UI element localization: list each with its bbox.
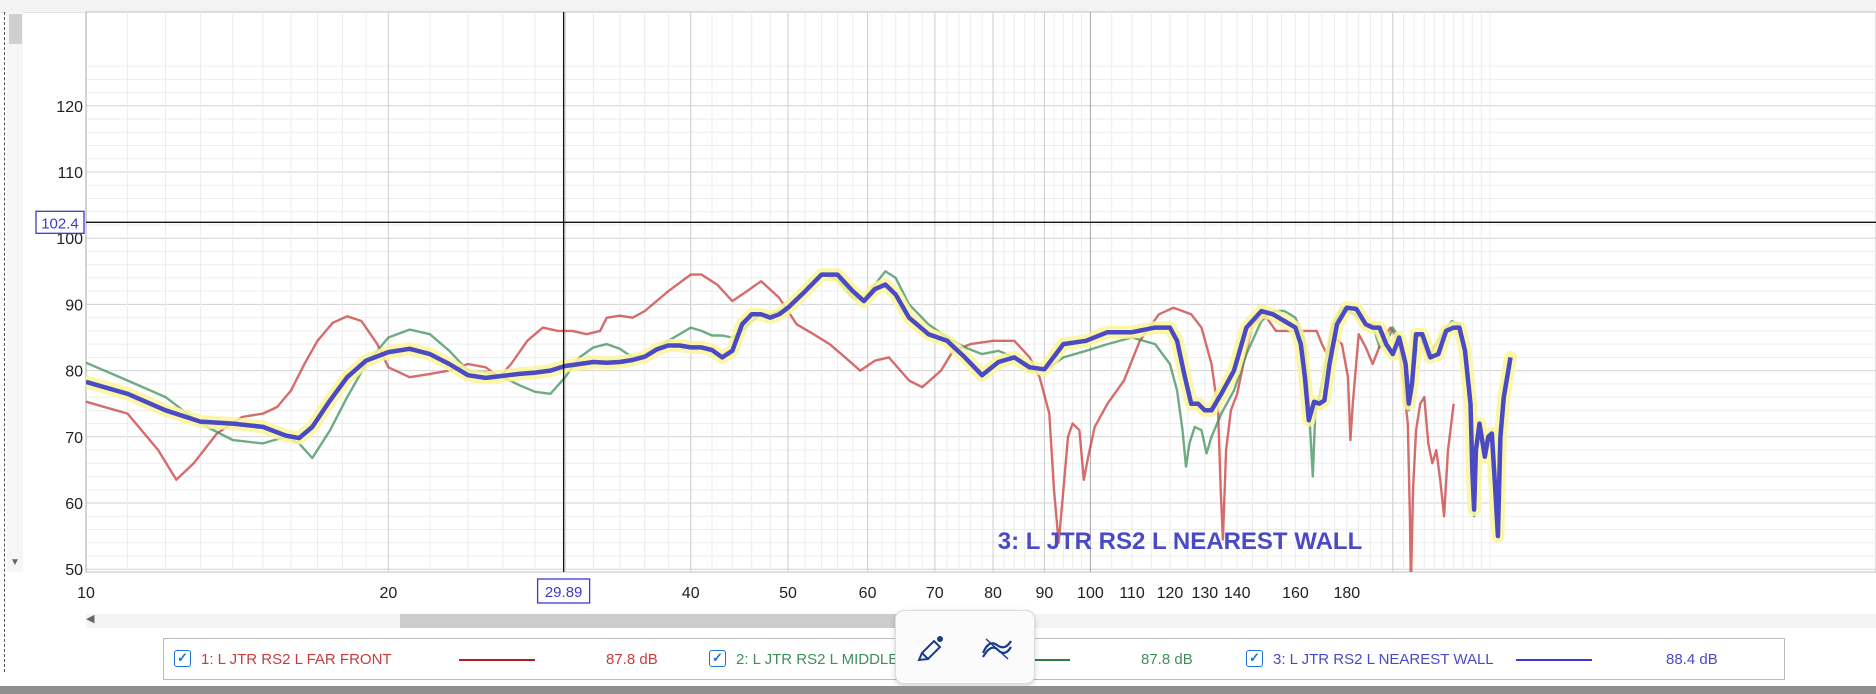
x-axis-ticks: 10 20 40 50 60 70 80 90 100 110 120 130 140 160 180 [77,585,1360,602]
legend-label: 2: L JTR RS2 L MIDDLE [736,651,899,668]
checkbox-checked-icon[interactable]: ✓ [709,650,726,667]
legend-level: 87.8 dB [1141,651,1193,668]
x-tick-label: 50 [779,585,797,602]
y-tick-label: 50 [65,562,83,579]
window-bottom-bar [0,686,1876,694]
x-tick-label: 140 [1224,585,1251,602]
y-tick-label: 60 [65,496,83,513]
legend-swatch [1516,659,1592,661]
floating-toolbar [895,610,1035,684]
series-line-3 [86,272,1513,539]
x-tick-label: 10 [77,585,95,602]
active-trace-annotation: 3: L JTR RS2 L NEAREST WALL [998,528,1363,555]
scroll-left-arrow-icon[interactable]: ◀ [86,613,95,625]
x-tick-label: 20 [379,585,397,602]
x-tick-label: 120 [1157,585,1184,602]
x-tick-label: 180 [1333,585,1360,602]
x-tick-label: 90 [1036,585,1054,602]
x-tick-label: 110 [1119,585,1145,602]
cursor-crosshair[interactable]: 102.4 29.89 [35,12,1876,604]
cursor-x-box [536,578,591,604]
y-tick-label: 90 [65,297,83,314]
cursor-x-label: 29.89 [545,584,583,601]
overlay-icon[interactable] [980,633,1014,663]
horizontal-scroll-thumb[interactable] [400,614,900,628]
vertical-scrollbar[interactable] [7,12,23,572]
scroll-down-arrow-icon[interactable]: ▼ [10,557,20,568]
y-tick-label: 120 [56,99,83,116]
y-tick-label: 70 [65,430,83,447]
legend-swatch [459,659,535,661]
cursor-y-box [35,210,85,234]
x-tick-label: 40 [682,585,700,602]
checkbox-checked-icon[interactable]: ✓ [1246,650,1263,667]
legend-label: 1: L JTR RS2 L FAR FRONT [201,651,392,668]
x-tick-label: 160 [1282,585,1309,602]
x-tick-label: 80 [984,585,1002,602]
y-tick-label: 80 [65,364,83,381]
x-tick-label: 70 [926,585,944,602]
pin-edit-icon[interactable] [914,633,948,663]
x-tick-label: 100 [1077,585,1104,602]
y-tick-label: 100 [56,231,83,248]
vertical-scroll-thumb[interactable] [9,14,22,44]
legend-level: 87.8 dB [606,651,658,668]
plot-area[interactable] [85,11,1876,573]
y-tick-label: 110 [57,165,83,182]
checkbox-checked-icon[interactable]: ✓ [174,650,191,667]
x-tick-label: 60 [859,585,877,602]
series-lines [86,268,1517,572]
panel-edge [4,12,5,672]
y-axis-ticks: 50 60 70 80 90 100 110 120 [56,99,83,579]
legend-label: 3: L JTR RS2 L NEAREST WALL [1273,651,1494,668]
x-tick-label: 130 [1191,585,1218,602]
legend-level: 88.4 dB [1666,651,1718,668]
cursor-y-label: 102.4 [41,215,79,232]
